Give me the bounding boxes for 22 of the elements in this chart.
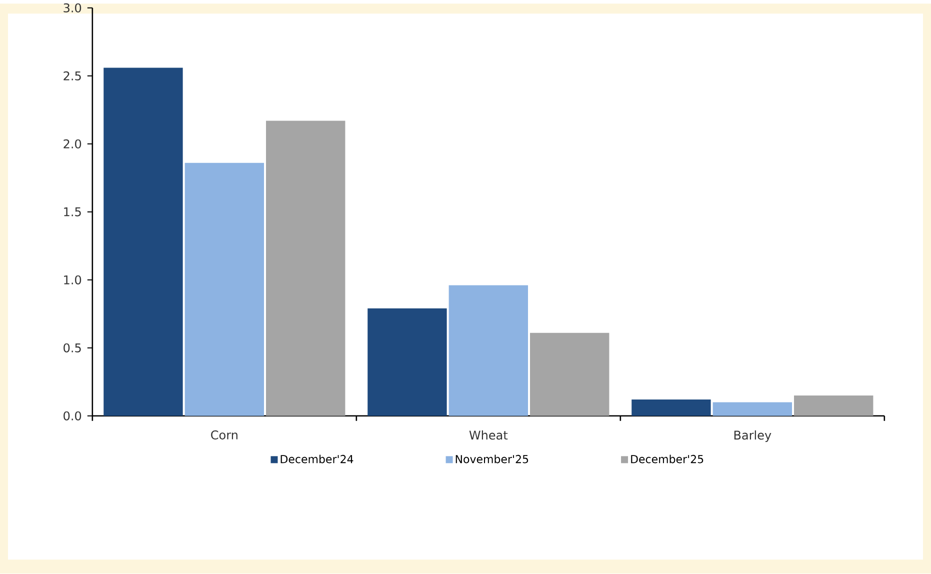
y-tick-label: 2.5	[64, 72, 81, 81]
y-tick-label: 0.0	[64, 412, 82, 421]
x-tick-label: Barley	[734, 430, 772, 442]
y-tick-label: 1.0	[64, 276, 82, 285]
legend-label: December'24	[280, 454, 354, 464]
bar	[104, 68, 183, 416]
x-tick-label: Corn	[211, 430, 238, 440]
bar	[448, 285, 528, 416]
legend-label: November'25	[456, 454, 528, 464]
bar	[632, 400, 711, 416]
y-tick-label: 0.5	[64, 344, 81, 353]
bar	[712, 402, 792, 416]
bar	[368, 308, 447, 416]
x-tick-label: Wheat	[469, 430, 508, 440]
legend-label: December'25	[631, 454, 704, 464]
y-tick-label: 1.5	[64, 208, 81, 217]
bar	[530, 333, 610, 416]
bar	[266, 120, 346, 416]
bar	[184, 163, 264, 416]
y-tick-label: 2.0	[64, 140, 82, 149]
y-tick-label: 3.0	[64, 4, 82, 13]
bar	[794, 396, 874, 416]
